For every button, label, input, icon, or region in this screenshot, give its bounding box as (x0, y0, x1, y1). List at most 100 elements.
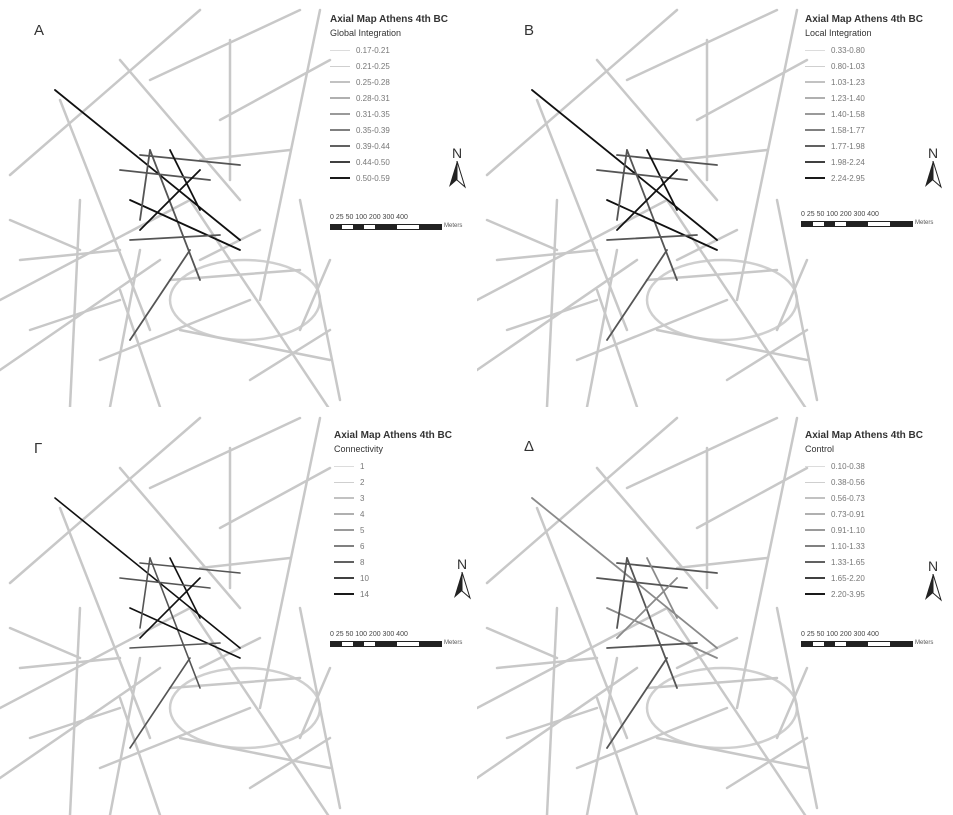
axial-line (575, 298, 729, 362)
axial-line (139, 154, 241, 166)
legend-item: 1.03-1.23 (805, 74, 953, 90)
axial-line (139, 577, 201, 639)
axial-line (18, 248, 122, 262)
legend-item: 5 (334, 522, 476, 538)
legend-item-label: 0.17-0.21 (356, 45, 390, 55)
legend-line-swatch (805, 577, 825, 579)
axial-line (675, 556, 769, 570)
legend-item-label: 0.10-0.38 (831, 461, 865, 471)
legend-item-label: 1.10-1.33 (831, 541, 865, 551)
legend-item: 0.38-0.56 (805, 474, 953, 490)
legend-item-label: 0.56-0.73 (831, 493, 865, 503)
axial-line (218, 466, 332, 530)
legend-item-label: 6 (360, 541, 365, 551)
legend-item-label: 0.73-0.91 (831, 509, 865, 519)
legend-item: 1.58-1.77 (805, 122, 953, 138)
legend-item-label: 1.58-1.77 (831, 125, 865, 135)
legend-item: 0.25-0.28 (330, 74, 476, 90)
legend-items-a: 0.17-0.21 0.21-0.25 0.25-0.28 0.28-0.31 0.31… (330, 42, 476, 186)
axial-line (775, 606, 819, 810)
north-label: N (456, 556, 468, 572)
axial-line (477, 606, 669, 710)
axial-line (646, 149, 678, 211)
axial-line (129, 657, 191, 749)
axial-line (626, 557, 678, 689)
scale-ticks-c: 0 25 50 100 200 300 400 (330, 631, 408, 638)
legend-item-label: 0.39-0.44 (356, 141, 390, 151)
legend-title-c: Axial Map Athens 4th BC (334, 430, 452, 441)
axial-line (596, 577, 688, 589)
map-panel-a: A Axial Map Athens 4th BC Global Integra… (0, 0, 476, 407)
legend-line-swatch (805, 97, 825, 99)
legend-item: 10 (334, 570, 476, 586)
axial-line (695, 58, 809, 122)
axial-line (535, 98, 629, 332)
axial-line (218, 58, 332, 122)
axial-line (298, 666, 332, 740)
legend-item: 8 (334, 554, 476, 570)
legend-item-label: 0.91-1.10 (831, 525, 865, 535)
legend-item-label: 1.65-2.20 (831, 573, 865, 583)
map-panel-c: Γ Axial Map Athens 4th BC Connectivity 1… (0, 408, 476, 815)
panel-label-a: A (34, 22, 45, 39)
legend-item: 2.20-3.95 (805, 586, 953, 602)
axial-line (646, 557, 678, 619)
axial-line (595, 466, 719, 610)
legend-item: 0.33-0.80 (805, 42, 953, 58)
legend-item-label: 8 (360, 557, 365, 567)
legend-item: 3 (334, 490, 476, 506)
legend-line-swatch (805, 145, 825, 147)
legend-subtitle-a: Global Integration (330, 28, 402, 38)
axial-line (148, 416, 302, 490)
axial-line (258, 416, 322, 710)
axial-line (118, 466, 242, 610)
axial-line (129, 249, 191, 341)
axial-line (118, 288, 162, 407)
axial-map-c (0, 416, 342, 815)
axial-line (616, 169, 678, 231)
legend-item-label: 0.35-0.39 (356, 125, 390, 135)
axial-line (68, 606, 82, 815)
legend-item: 0.10-0.38 (805, 458, 953, 474)
north-arrow-icon: N (443, 145, 471, 189)
ring-road (168, 666, 322, 750)
axial-line (139, 557, 151, 629)
legend-item-label: 0.33-0.80 (831, 45, 865, 55)
axial-line (485, 218, 559, 252)
legend-items-b: 0.33-0.80 0.80-1.03 1.03-1.23 1.23-1.40 1.40… (805, 42, 953, 186)
legend-item: 0.28-0.31 (330, 90, 476, 106)
axial-line (485, 8, 679, 177)
axial-line (68, 198, 82, 407)
legend-line-swatch (334, 481, 354, 483)
legend-item-label: 0.21-0.25 (356, 61, 390, 71)
legend-item: 0.44-0.50 (330, 154, 476, 170)
scale-bar-c: 0 25 50 100 200 300 400 Meters (330, 630, 476, 654)
legend-title-a: Axial Map Athens 4th BC (330, 14, 448, 25)
axial-line (735, 8, 799, 302)
legend-item: 1.23-1.40 (805, 90, 953, 106)
legend-item-label: 0.25-0.28 (356, 77, 390, 87)
legend-line-swatch (805, 81, 825, 83)
axial-line (655, 736, 809, 770)
axial-line (298, 198, 342, 402)
axial-line (645, 676, 779, 690)
legend-line-swatch (805, 161, 825, 163)
legend-item: 0.21-0.25 (330, 58, 476, 74)
legend-title-d: Axial Map Athens 4th BC (805, 430, 923, 441)
legend-line-swatch (334, 513, 354, 515)
axial-line (616, 149, 628, 221)
legend-subtitle-c: Connectivity (334, 444, 384, 454)
legend-item-label: 0.31-0.35 (356, 109, 390, 119)
axial-line (625, 8, 779, 82)
legend-line-swatch (330, 129, 350, 131)
scale-bar-b: 0 25 50 100 200 300 400 Meters (801, 210, 953, 234)
scale-unit-b: Meters (915, 220, 934, 226)
axial-line (58, 506, 152, 740)
ring-road (168, 258, 322, 342)
legend-item-label: 1.40-1.58 (831, 109, 865, 119)
axial-line (626, 149, 678, 281)
axial-line (575, 706, 729, 770)
axial-line (695, 466, 809, 530)
ring-road (645, 666, 799, 750)
axial-line (595, 58, 719, 202)
